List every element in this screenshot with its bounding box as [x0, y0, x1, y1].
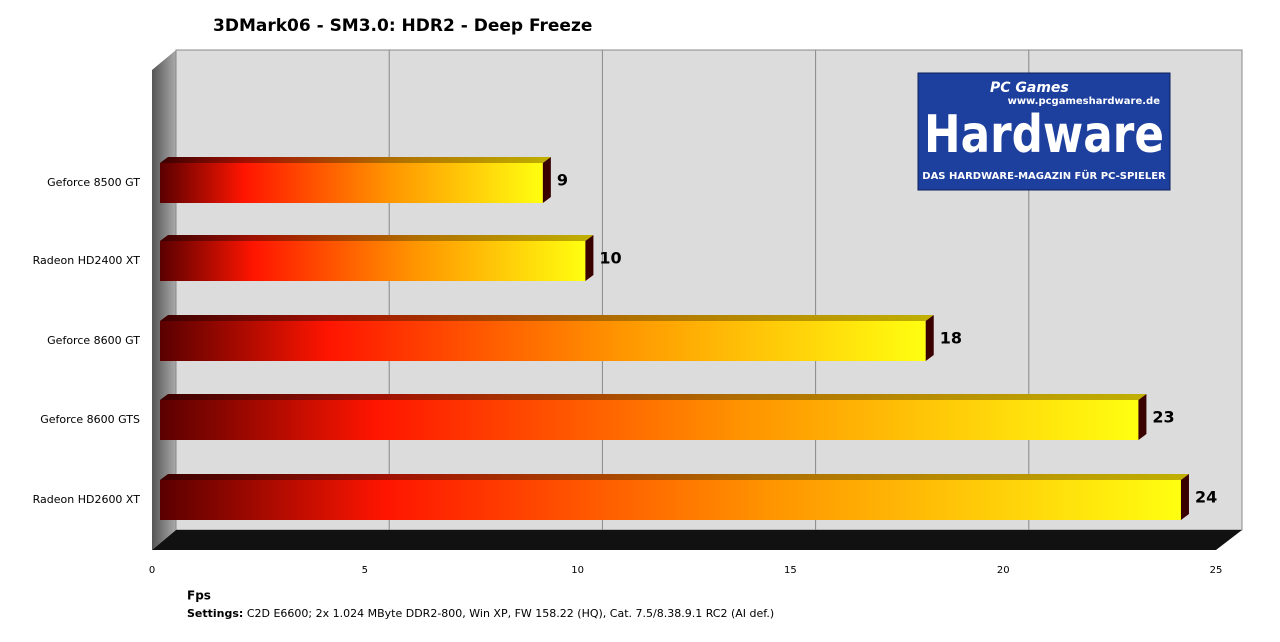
bar [160, 480, 1181, 520]
bar-top [160, 394, 1147, 400]
value-label: 24 [1195, 488, 1217, 507]
x-tick-label: 15 [784, 565, 797, 576]
bar-end [585, 235, 594, 281]
x-tick-label: 0 [149, 565, 155, 576]
value-label: 23 [1152, 408, 1174, 427]
value-label: 9 [557, 171, 568, 190]
bar-end [1138, 394, 1147, 440]
value-label: 10 [599, 249, 621, 268]
bar [160, 321, 926, 361]
bar [160, 241, 586, 281]
logo-brand: PC Games [990, 80, 1069, 96]
bar-end [542, 157, 551, 203]
logo-tagline: DAS HARDWARE-MAGAZIN FÜR PC-SPIELER [922, 168, 1166, 182]
y-tick-label: Radeon HD2400 XT [33, 254, 141, 267]
y-tick-label: Geforce 8600 GTS [40, 413, 140, 426]
bar-end [1180, 474, 1189, 520]
bar-top [160, 474, 1189, 480]
note-text: C2D E6600; 2x 1.024 MByte DDR2-800, Win … [247, 607, 774, 620]
y-tick-label: Radeon HD2600 XT [33, 493, 141, 506]
bar-end [925, 315, 934, 361]
x-tick-label: 25 [1210, 565, 1223, 576]
bar [160, 163, 543, 203]
bar-top [160, 315, 934, 321]
bar [160, 400, 1139, 440]
logo: PC Games www.pcgameshardware.de Hardware… [917, 72, 1171, 191]
x-axis-label: Fps [187, 589, 211, 603]
note-label: Settings: [187, 607, 243, 620]
x-tick-label: 10 [571, 565, 584, 576]
x-tick-label: 5 [362, 565, 368, 576]
logo-box [917, 72, 1171, 191]
value-label: 18 [940, 329, 962, 348]
bar-top [160, 235, 594, 241]
note: Settings: C2D E6600; 2x 1.024 MByte DDR2… [187, 607, 774, 620]
y-tick-label: Geforce 8600 GT [47, 334, 140, 347]
logo-url: www.pcgameshardware.de [1008, 96, 1161, 107]
chart-title: 3DMark06 - SM3.0: HDR2 - Deep Freeze [213, 16, 592, 36]
bar-top [160, 157, 551, 163]
logo-name: Hardware [924, 105, 1164, 165]
x-tick-label: 20 [997, 565, 1010, 576]
y-tick-label: Geforce 8500 GT [47, 176, 140, 189]
floor [152, 530, 1242, 550]
